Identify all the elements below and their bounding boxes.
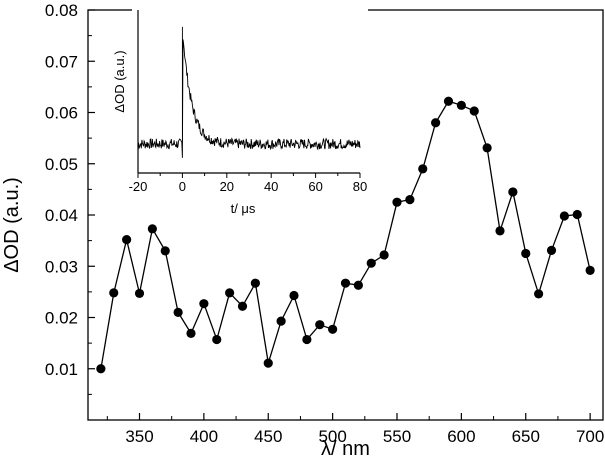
inset-plot: -20 0 20 40 60 80 t/ μs ΔOD (a.u.) [112, 8, 368, 221]
data-point [263, 358, 273, 368]
data-point [147, 224, 157, 234]
x-tick-label: 350 [125, 427, 153, 446]
y-tick-label: 0.08 [45, 1, 78, 20]
data-point [276, 316, 286, 326]
data-point [353, 280, 363, 290]
data-point [340, 278, 351, 288]
data-point [482, 143, 492, 153]
inset-x-tick-label: 60 [308, 179, 322, 194]
y-tick-label: 0.06 [45, 104, 78, 123]
x-tick-label: 550 [383, 427, 411, 446]
data-point [173, 307, 183, 317]
data-point [572, 209, 582, 220]
inset-x-tick-label: 0 [179, 179, 186, 194]
data-point [328, 324, 338, 334]
y-axis-title: ΔOD (a.u.) [1, 177, 23, 273]
data-point [469, 106, 479, 116]
data-point [122, 235, 132, 245]
inset-x-tick-label: 40 [264, 179, 278, 194]
data-point [585, 265, 595, 275]
data-point [366, 258, 376, 268]
x-tick-label: 400 [190, 427, 218, 446]
inset-background [132, 8, 368, 221]
x-axis-title: λ/ nm [321, 438, 370, 460]
kinetic-trace [137, 26, 361, 158]
data-point [546, 245, 557, 255]
inset-y-axis-title: ΔOD (a.u.) [112, 50, 127, 112]
data-point [456, 100, 466, 110]
x-tick-label: 650 [512, 427, 540, 446]
data-point [443, 96, 454, 106]
data-point [418, 164, 428, 174]
data-point [379, 250, 389, 260]
data-point [315, 320, 325, 330]
data-point [392, 197, 402, 207]
y-tick-label: 0.04 [45, 206, 78, 225]
data-point [225, 288, 235, 298]
data-point [289, 290, 299, 301]
x-tick-label: 700 [576, 427, 604, 446]
data-point [559, 211, 569, 221]
y-tick-label: 0.01 [45, 360, 78, 379]
data-point [534, 289, 544, 299]
data-point [302, 334, 312, 345]
data-point [160, 246, 170, 256]
y-tick-label: 0.05 [45, 155, 78, 174]
data-point [96, 364, 106, 374]
y-tick-label: 0.02 [45, 309, 78, 328]
data-point [109, 288, 119, 298]
data-point [134, 288, 145, 299]
x-tick-label: 600 [447, 427, 475, 446]
inset-x-axis-title: t/ μs [231, 201, 256, 216]
x-tick-label: 500 [318, 427, 346, 446]
inset-x-tick-label: 20 [220, 179, 234, 194]
data-point [405, 195, 415, 205]
data-point [250, 278, 260, 288]
x-tick-label: 450 [254, 427, 282, 446]
data-point [186, 328, 196, 338]
inset-x-tick-label: -20 [129, 179, 148, 194]
data-point [508, 187, 518, 197]
data-point [495, 226, 505, 236]
data-point [431, 118, 441, 128]
y-tick-label: 0.07 [45, 52, 78, 71]
y-tick-label: 0.03 [45, 257, 78, 276]
data-point [199, 299, 209, 309]
inset-x-tick-label: 80 [353, 179, 367, 194]
data-point [521, 248, 531, 259]
data-point [212, 334, 222, 345]
data-point [237, 301, 248, 311]
